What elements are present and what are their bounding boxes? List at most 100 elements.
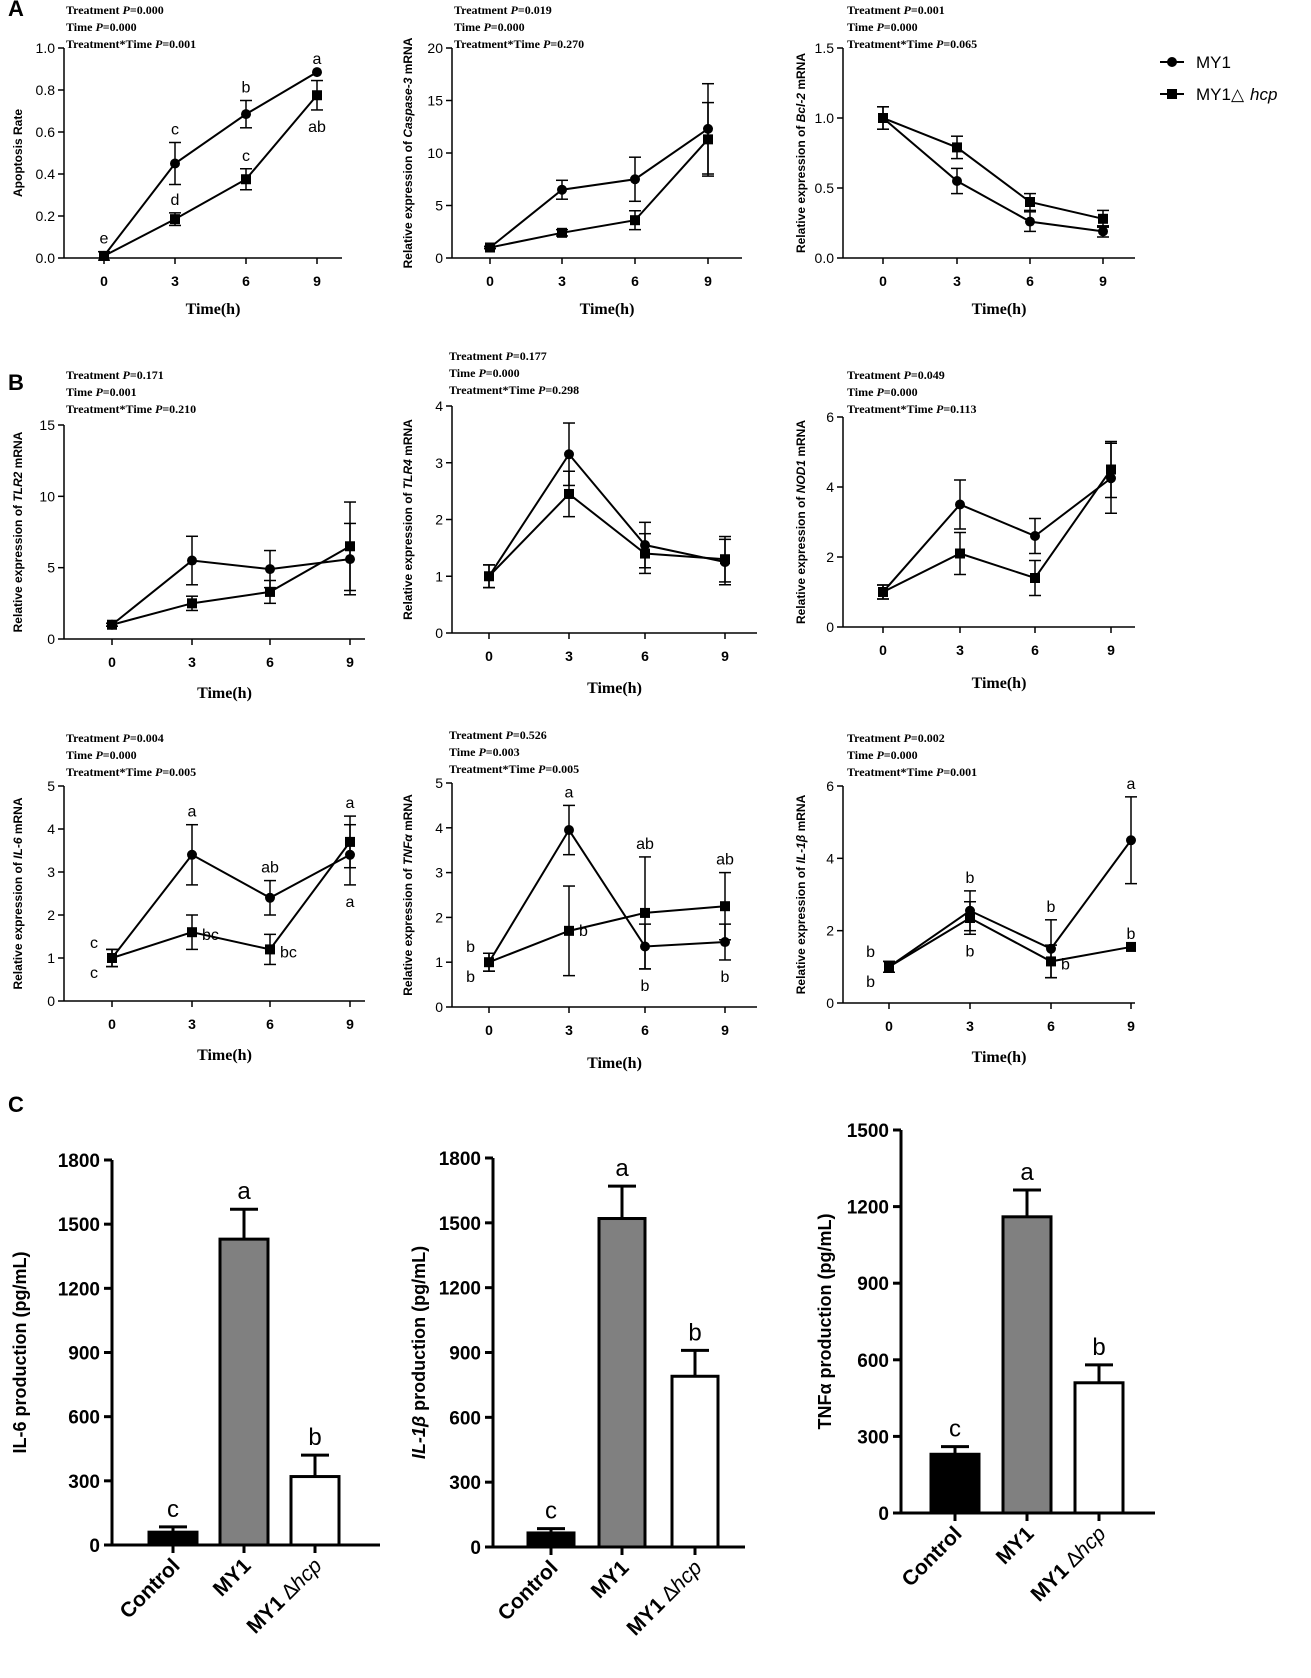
tnfa_prod-ytick-label: 0 (878, 1504, 889, 1525)
il6-stat-p-1: P (95, 748, 103, 762)
tnfa_prod-svg: 0 300 600 900 1200 1500 TNFα production (pg/mL… (815, 1121, 1155, 1606)
bcl2-ytick-label: 0.0 (815, 250, 835, 266)
il6_prod-category-label-2: MY1 ∆hcp (243, 1554, 327, 1638)
tlr4-stat-p-1: P (478, 366, 486, 380)
chart-apoptosis: Treatment P=0.000 Time P=0.000 Treatment*T… (0, 0, 400, 330)
chart-il6-production: 0 300 600 900 1200 1500 1800 IL-6 production (p… (0, 1110, 400, 1673)
il6-point-square (107, 953, 117, 963)
il1b-stat-0: Treatment P=0.002 (847, 731, 945, 745)
bcl2-ytick-label: 1.5 (815, 40, 835, 56)
il6-stat-value-0: =0.004 (130, 731, 164, 745)
tlr4-series-0-line (488, 452, 726, 577)
il1b_prod-bar-2 (670, 1374, 720, 1549)
nod1-stat-2: Treatment*Time P=0.113 (847, 402, 977, 416)
il1b_prod-bar-1 (597, 1217, 647, 1549)
bcl2-stat-2: Treatment*Time P=0.065 (847, 37, 977, 51)
bcl2-stat-p-1: P (876, 20, 884, 34)
bcl2-stat-1: Time P=0.000 (847, 20, 918, 34)
apoptosis-point-circle (170, 158, 180, 169)
chart-bcl2: Treatment P=0.001 Time P=0.000 Treatment*T… (785, 0, 1185, 330)
apoptosis-stat-1: Time P=0.000 (66, 20, 137, 34)
bcl2-ylabel-italic: Bcl-2 (794, 93, 808, 123)
il1b-stat-2: Treatment*Time P=0.001 (847, 765, 977, 779)
il6-xtick-label: 3 (188, 1016, 196, 1032)
apoptosis-stat-value-2: =0.001 (162, 37, 196, 51)
caspase3-ylabel-post: mRNA (401, 37, 415, 77)
il6-ytick-label: 4 (47, 821, 55, 837)
bcl2-ylabel-post: mRNA (794, 53, 808, 93)
apoptosis-stat-p-2: P (155, 37, 163, 51)
il1b-stat-label-2: Treatment*Time (847, 765, 936, 779)
tnfa-point-square (640, 907, 650, 918)
tlr4-stat-0: Treatment P=0.177 (449, 350, 547, 363)
nod1-xlabel: Time(h) (972, 675, 1027, 692)
chart-il6: Treatment P=0.004 Time P=0.000 Treatment*T… (0, 728, 400, 1078)
nod1-series-0-line (882, 477, 1112, 593)
il1b-sig-label: b (866, 944, 875, 961)
il6-xtick-label: 0 (108, 1016, 116, 1032)
nod1-stat-value-1: =0.000 (884, 385, 918, 399)
tlr4-xtick-label: 3 (565, 648, 573, 664)
apoptosis-ylabel-pre: Apoptosis Rate (11, 109, 25, 197)
il1b_prod-bar-0 (526, 1531, 576, 1549)
tnfa-ylabel-pre: Relative expression of (401, 865, 415, 996)
panel-letter-a: A (8, 0, 24, 21)
tlr2-ylabel-italic: TLR2 (11, 471, 25, 501)
caspase3-stat-label-1: Time (454, 20, 483, 34)
chart-il1b-production: 0 300 600 900 1200 1500 1800 IL-1β production (… (405, 1140, 805, 1673)
il6-ytick-label: 1 (47, 950, 55, 966)
legend-label-mutant: MY1△ hcp (1196, 85, 1277, 104)
il1b_prod-ylabel-italic: IL-1β (409, 1416, 429, 1459)
il1b-stat-p-2: P (936, 765, 944, 779)
il6-stat-value-2: =0.005 (162, 765, 196, 779)
apoptosis-stat-label-0: Treatment (66, 3, 123, 17)
il1b_prod-sig-label: c (545, 1498, 557, 1525)
tlr2-ylabel-post: mRNA (11, 431, 25, 471)
tnfa-ylabel: Relative expression of TNFα mRNA (401, 794, 415, 996)
il6_prod-sig-label: c (167, 1496, 179, 1523)
nod1-ylabel-post: mRNA (794, 420, 808, 460)
il1b-stat-p-1: P (876, 748, 884, 762)
tlr4-ylabel-italic: TLR4 (401, 459, 415, 489)
il6_prod-ytick-label: 900 (68, 1344, 100, 1365)
tlr4-series-1-line (488, 492, 726, 577)
apoptosis-stat-p-0: P (123, 3, 131, 17)
apoptosis-series-1-line (103, 94, 318, 257)
il6-xlabel: Time(h) (197, 1047, 252, 1064)
il6_prod-ytick-label: 1800 (58, 1151, 100, 1172)
tlr4-ylabel: Relative expression of TLR4 mRNA (401, 419, 415, 620)
apoptosis-sig-label: ab (308, 119, 326, 136)
apoptosis-point-circle (241, 109, 251, 120)
tlr2-xtick-label: 6 (266, 654, 274, 670)
tlr4-point-square (484, 571, 494, 582)
tlr2-ytick-label: 10 (39, 488, 55, 504)
tnfa-ylabel-italic: TNFα (401, 834, 415, 865)
bcl2-stat-value-2: =0.065 (943, 37, 977, 51)
tlr2-stat-p-0: P (123, 368, 131, 382)
caspase3-stat-2: Treatment*Time P=0.270 (454, 37, 584, 51)
il6-sig-label: a (346, 894, 355, 911)
nod1-xtick-label: 9 (1107, 642, 1115, 658)
tlr4-stat-label-0: Treatment (449, 350, 506, 363)
tnfa-stat-value-0: =0.526 (513, 728, 547, 742)
chart-il1b: Treatment P=0.002 Time P=0.000 Treatment*T… (785, 728, 1185, 1078)
tnfa-ytick-label: 2 (435, 909, 443, 925)
caspase3-stat-value-1: =0.000 (491, 20, 525, 34)
caspase3-point-square (703, 134, 713, 145)
tlr2-stat-p-1: P (95, 385, 103, 399)
il6-ylabel-italic: IL-6 (11, 837, 25, 859)
bcl2-ylabel-pre: Relative expression of (794, 122, 808, 253)
tnfa-sig-label: ab (636, 836, 654, 853)
caspase3-stat-p-1: P (483, 20, 491, 34)
il1b_prod-ytick-label: 1800 (439, 1149, 481, 1170)
tlr4-stat-label-2: Treatment*Time (449, 383, 538, 397)
il1b-point-square (965, 913, 975, 924)
chart-tlr2: Treatment P=0.171 Time P=0.001 Treatment*T… (0, 365, 400, 710)
legend-marker-square (1167, 89, 1177, 99)
il6-sig-label: c (90, 965, 98, 982)
tnfa-series-0-line (488, 828, 726, 963)
il1b-sig-label: b (966, 870, 975, 887)
nod1-xtick-label: 6 (1031, 642, 1039, 658)
il1b-xtick-label: 3 (966, 1018, 974, 1034)
